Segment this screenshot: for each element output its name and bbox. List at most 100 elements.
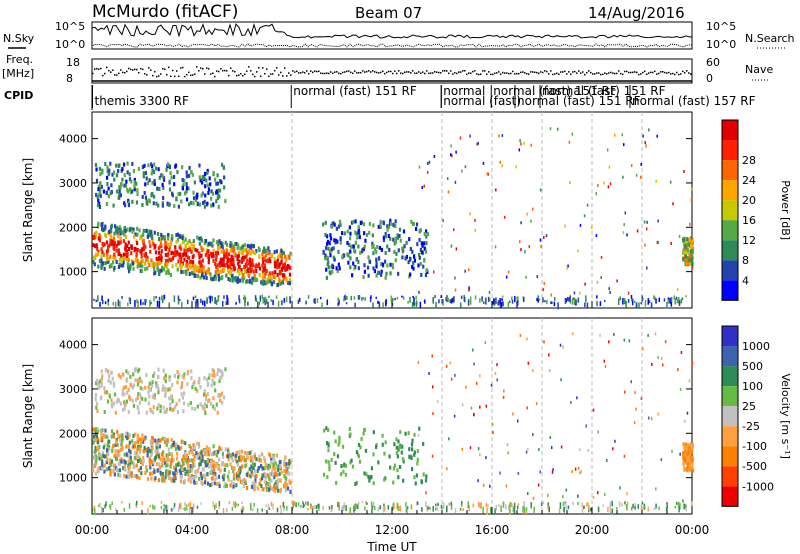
echo-pixel (287, 264, 291, 269)
echo-pixel (357, 259, 360, 264)
echo-pixel (150, 409, 153, 414)
clutter-pixel (596, 300, 598, 307)
echo-pixel (232, 244, 235, 249)
echo-pixel (98, 466, 101, 471)
echo-pixel (424, 229, 428, 234)
echo-pixel (129, 187, 132, 192)
clutter-pixel (410, 504, 413, 510)
freq-point (164, 68, 166, 71)
echo-pixel (239, 466, 242, 471)
sparse-echo (599, 333, 601, 337)
echo-pixel (118, 163, 121, 168)
echo-pixel (241, 244, 244, 249)
echo-pixel (205, 248, 209, 253)
echo-pixel (250, 243, 253, 248)
echo-pixel (251, 258, 254, 263)
echo-pixel (188, 444, 191, 449)
sparse-echo (453, 414, 456, 418)
echo-pixel (119, 185, 122, 190)
echo-pixel (206, 459, 209, 464)
echo-pixel (125, 235, 128, 240)
echo-pixel (357, 443, 361, 448)
echo-pixel (200, 480, 203, 485)
echo-pixel (212, 369, 216, 374)
clutter-pixel (217, 295, 220, 298)
freq-point (204, 73, 206, 75)
clutter-pixel (424, 501, 427, 507)
echo-pixel (186, 369, 190, 374)
echo-pixel (175, 451, 179, 456)
echo-pixel (206, 481, 209, 486)
echo-pixel (362, 222, 366, 227)
sparse-echo (688, 379, 691, 383)
echo-pixel (113, 383, 116, 388)
echo-pixel (261, 263, 264, 268)
echo-pixel (180, 439, 183, 444)
freq-point (328, 72, 330, 75)
echo-pixel (150, 258, 153, 263)
echo-pixel (103, 266, 106, 271)
colorbar-tick-label: 20 (742, 194, 756, 207)
cpid-entry: normal (fast) 151 RF (542, 84, 666, 98)
echo-pixel (106, 443, 109, 448)
echo-pixel (689, 459, 692, 464)
sparse-echo (468, 286, 470, 290)
echo-pixel (267, 463, 270, 468)
echo-pixel (284, 488, 287, 493)
clutter-pixel (584, 302, 586, 308)
echo-pixel (385, 271, 388, 276)
clutter-pixel (426, 506, 429, 512)
echo-pixel (242, 273, 245, 278)
sparse-echo (525, 450, 528, 454)
y-tick-label: 1000 (59, 266, 87, 279)
echo-pixel (174, 476, 177, 481)
sparse-echo (579, 471, 581, 475)
sparse-echo (660, 458, 663, 462)
echo-pixel (190, 468, 193, 473)
colorbar-segment (722, 446, 738, 467)
sparse-echo (491, 422, 494, 426)
clutter-pixel (305, 300, 307, 305)
echo-pixel (136, 192, 139, 197)
echo-pixel (281, 273, 284, 278)
echo-pixel (691, 462, 694, 467)
clutter-pixel (272, 299, 274, 306)
echo-pixel (222, 165, 225, 170)
clutter-pixel (619, 296, 622, 301)
echo-pixel (359, 445, 362, 450)
clutter-pixel (413, 301, 416, 307)
echo-pixel (195, 451, 198, 456)
echo-pixel (129, 266, 132, 271)
echo-pixel (121, 392, 124, 397)
echo-pixel (150, 234, 153, 239)
echo-pixel (157, 246, 161, 251)
echo-pixel (130, 460, 134, 465)
echo-pixel (252, 250, 255, 255)
clutter-pixel (499, 298, 501, 304)
echo-pixel (186, 455, 189, 460)
echo-pixel (164, 461, 167, 466)
echo-pixel (122, 385, 126, 390)
nsearch-label: N.Search (745, 32, 795, 45)
echo-pixel (126, 244, 129, 249)
clutter-pixel (202, 300, 204, 306)
freq-point (140, 67, 142, 70)
echo-pixel (691, 458, 694, 463)
echo-pixel (154, 270, 157, 275)
echo-pixel (201, 454, 204, 459)
echo-pixel (113, 472, 116, 477)
echo-pixel (276, 272, 279, 277)
freq-point (192, 74, 194, 76)
echo-pixel (159, 457, 162, 462)
echo-pixel (122, 260, 125, 265)
echo-pixel (197, 452, 201, 457)
echo-pixel (157, 454, 160, 459)
echo-pixel (236, 243, 240, 248)
echo-pixel (418, 426, 421, 431)
echo-pixel (112, 240, 115, 245)
echo-pixel (94, 234, 97, 239)
echo-pixel (184, 451, 187, 456)
clutter-pixel (235, 503, 237, 506)
freq-point (288, 72, 290, 74)
freq-point (676, 71, 678, 74)
